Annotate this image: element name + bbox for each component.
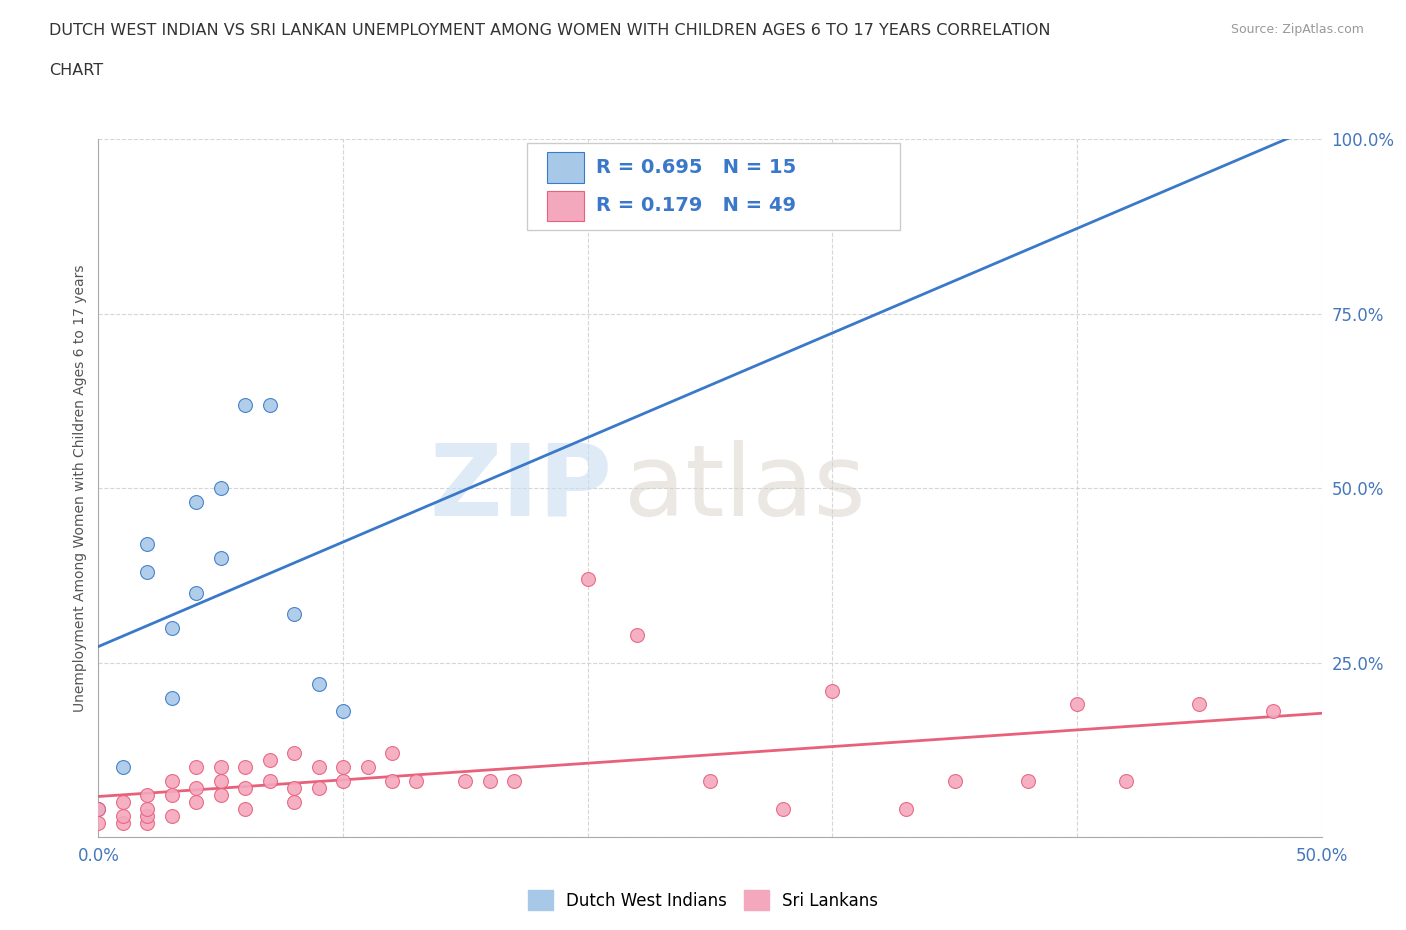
Point (87, 802, 110, 817)
Bar (547, 191, 583, 221)
Point (894, 802, 917, 817)
Point (1115, 774, 1137, 789)
Point (111, 816, 134, 830)
Point (209, 481, 232, 496)
Point (136, 788, 159, 803)
Point (332, 774, 354, 789)
Point (308, 760, 330, 775)
Point (209, 774, 232, 789)
Point (821, 683, 844, 698)
Text: ZIP: ZIP (429, 440, 612, 537)
Point (626, 628, 648, 643)
Point (136, 809, 159, 824)
FancyBboxPatch shape (526, 143, 900, 231)
Point (209, 760, 232, 775)
Text: atlas: atlas (624, 440, 866, 537)
Point (772, 802, 794, 817)
Point (283, 606, 305, 621)
Y-axis label: Unemployment Among Women with Children Ages 6 to 17 years: Unemployment Among Women with Children A… (73, 264, 87, 712)
Point (160, 690, 183, 705)
Point (503, 774, 526, 789)
Point (233, 781, 256, 796)
Point (699, 774, 721, 789)
Point (576, 571, 599, 587)
Point (233, 397, 256, 412)
Point (160, 774, 183, 789)
Text: CHART: CHART (49, 63, 103, 78)
Point (283, 794, 305, 809)
Point (160, 620, 183, 635)
Point (186, 586, 208, 601)
Point (478, 774, 501, 789)
Point (186, 760, 208, 775)
Point (381, 746, 404, 761)
Text: R = 0.695   N = 15: R = 0.695 N = 15 (596, 158, 797, 177)
Point (943, 774, 966, 789)
Point (136, 802, 159, 817)
Point (209, 788, 232, 803)
Point (233, 802, 256, 817)
Text: R = 0.179   N = 49: R = 0.179 N = 49 (596, 196, 796, 216)
Bar (547, 153, 583, 182)
Point (1017, 774, 1039, 789)
Point (111, 794, 134, 809)
Point (283, 781, 305, 796)
Text: Source: ZipAtlas.com: Source: ZipAtlas.com (1230, 23, 1364, 36)
Point (111, 809, 134, 824)
Point (186, 794, 208, 809)
Point (1261, 704, 1284, 719)
Point (160, 788, 183, 803)
Point (308, 781, 330, 796)
Point (186, 495, 208, 510)
Text: DUTCH WEST INDIAN VS SRI LANKAN UNEMPLOYMENT AMONG WOMEN WITH CHILDREN AGES 6 TO: DUTCH WEST INDIAN VS SRI LANKAN UNEMPLOY… (49, 23, 1050, 38)
Point (381, 774, 404, 789)
Point (356, 760, 378, 775)
Point (136, 816, 159, 830)
Point (87, 802, 110, 817)
Point (136, 565, 159, 579)
Point (454, 774, 477, 789)
Legend: Dutch West Indians, Sri Lankans: Dutch West Indians, Sri Lankans (522, 884, 884, 917)
Point (405, 774, 427, 789)
Point (186, 781, 208, 796)
Point (160, 809, 183, 824)
Point (111, 760, 134, 775)
Point (332, 704, 354, 719)
Point (259, 753, 281, 768)
Point (308, 676, 330, 691)
Point (259, 397, 281, 412)
Point (209, 551, 232, 565)
Point (332, 760, 354, 775)
Point (283, 746, 305, 761)
Point (1066, 698, 1088, 712)
Point (1188, 698, 1211, 712)
Point (259, 774, 281, 789)
Point (87, 816, 110, 830)
Point (233, 760, 256, 775)
Point (136, 537, 159, 551)
